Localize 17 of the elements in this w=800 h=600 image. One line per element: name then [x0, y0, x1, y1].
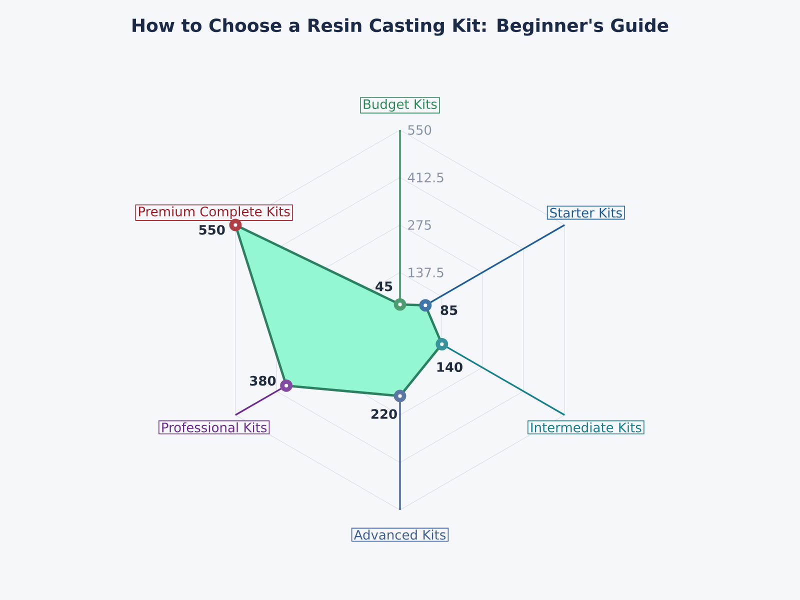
y-tick-label: 412.5 — [408, 172, 444, 182]
data-label: 45 — [376, 282, 392, 292]
spoke-label: Budget Kits — [364, 99, 437, 112]
y-tick-label: 275 — [408, 220, 431, 230]
spoke-label: Intermediate Kits — [531, 422, 642, 432]
spoke-label: Premium Complete Kits — [138, 206, 290, 219]
spoke-label: Advanced Kits — [354, 530, 446, 540]
chart-title: How to Choose a Resin Casting Kit: Beginner's Guide — [132, 18, 668, 36]
y-tick-label: 550 — [408, 125, 432, 135]
data-label: 550 — [199, 224, 225, 235]
data-label: 140 — [437, 362, 462, 372]
spoke-label: Starter Kits — [550, 208, 622, 218]
y-tick-label: 137.5 — [408, 268, 444, 278]
data-label: 380 — [250, 376, 276, 386]
data-label: 85 — [440, 305, 458, 316]
spoke-label: Professional Kits — [162, 422, 267, 432]
data-label: 220 — [371, 409, 397, 419]
